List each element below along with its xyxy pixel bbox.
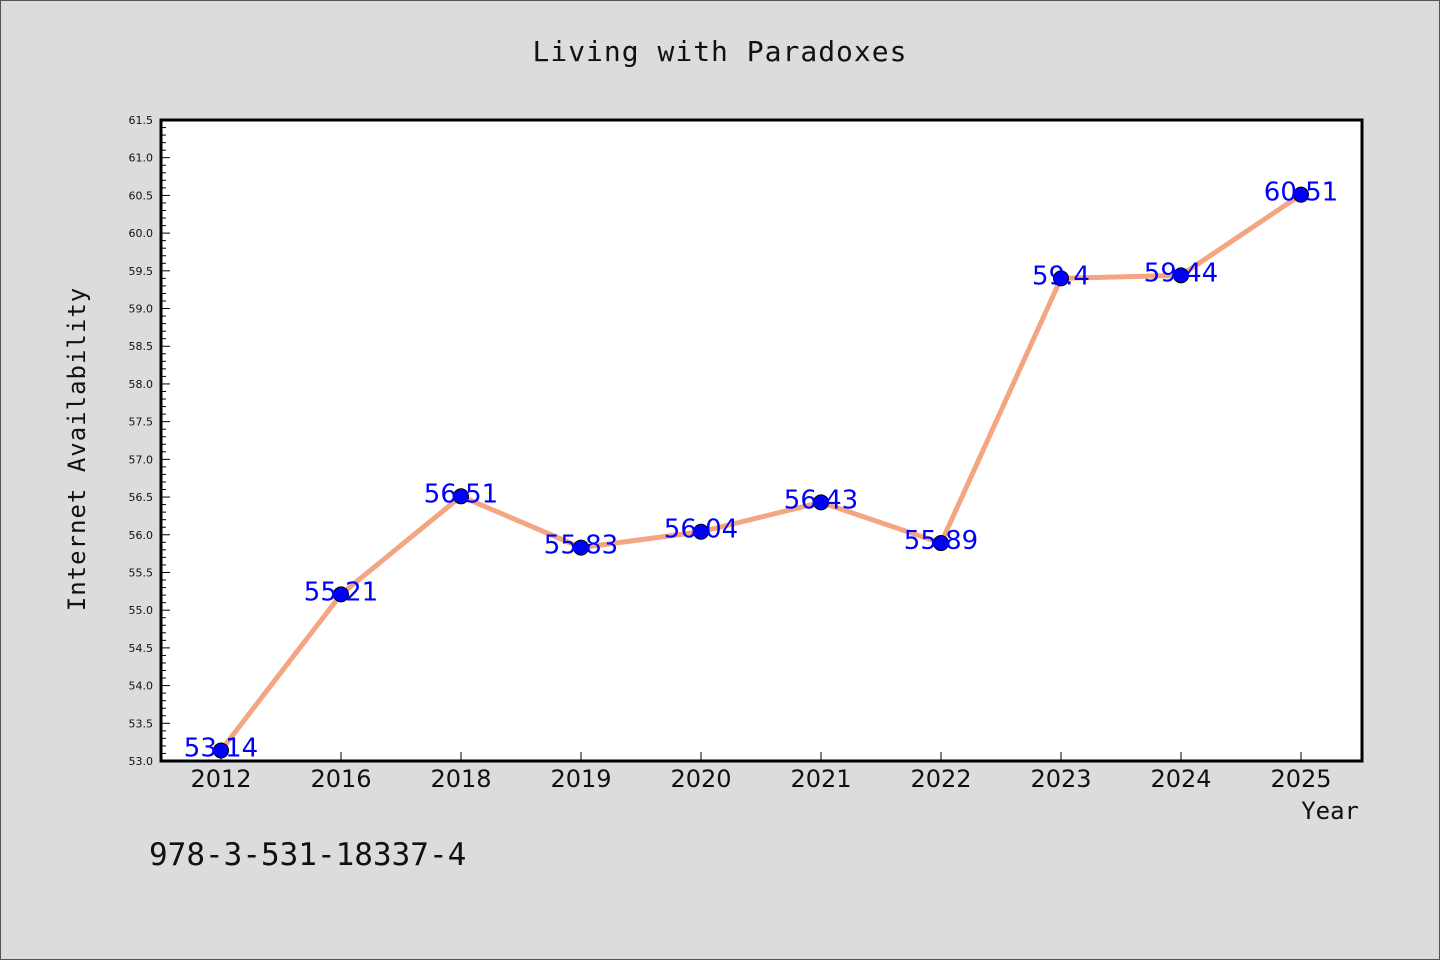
data-label: 53.14 <box>184 733 258 763</box>
chart-title: Living with Paradoxes <box>532 35 908 68</box>
data-label: 55.89 <box>904 526 978 556</box>
isbn-text: 978-3-531-18337-4 <box>149 837 467 873</box>
x-tick-label: 2024 <box>1150 765 1211 793</box>
x-tick-label: 2012 <box>190 765 251 793</box>
y-tick-label: 59.0 <box>129 303 154 316</box>
data-label: 56.04 <box>664 515 738 545</box>
data-point <box>453 488 469 505</box>
data-point <box>213 742 229 759</box>
x-tick-label: 2016 <box>310 765 371 793</box>
x-axis-label: Year <box>1301 797 1359 825</box>
data-point <box>693 523 709 540</box>
y-tick-label: 54.0 <box>129 680 154 693</box>
y-tick-label: 55.5 <box>129 566 154 579</box>
data-point <box>1173 267 1189 284</box>
y-tick-label: 53.5 <box>129 717 154 730</box>
data-label: 55.83 <box>544 531 618 561</box>
data-label: 60.51 <box>1264 178 1338 208</box>
y-tick-label: 58.5 <box>129 340 154 353</box>
y-tick-label: 53.0 <box>129 755 154 768</box>
y-tick-label: 59.5 <box>129 265 154 278</box>
data-point <box>333 586 349 603</box>
data-label: 56.43 <box>784 485 858 515</box>
x-tick-label: 2019 <box>550 765 611 793</box>
data-point <box>1293 186 1309 203</box>
data-label: 55.21 <box>304 577 378 607</box>
y-tick-label: 58.0 <box>129 378 154 391</box>
x-tick-label: 2023 <box>1030 765 1091 793</box>
y-tick-label: 54.5 <box>129 642 154 655</box>
data-label: 59.4 <box>1032 261 1090 291</box>
x-tick-label: 2022 <box>910 765 971 793</box>
x-tick-label: 2021 <box>790 765 851 793</box>
series-line <box>218 192 1304 753</box>
y-tick-label: 60.5 <box>129 189 154 202</box>
data-label: 56.51 <box>424 479 498 509</box>
data-label: 59.44 <box>1144 258 1218 288</box>
data-point <box>933 535 949 552</box>
y-tick-label: 61.5 <box>129 114 154 127</box>
y-tick-label: 55.0 <box>129 604 154 617</box>
y-tick-label: 57.5 <box>129 416 154 429</box>
y-tick-label: 56.0 <box>129 529 154 542</box>
data-point <box>1053 270 1069 287</box>
y-tick-label: 56.5 <box>129 491 154 504</box>
data-point <box>813 494 829 511</box>
x-tick-label: 2025 <box>1270 765 1331 793</box>
data-point <box>573 539 589 556</box>
x-tick-label: 2018 <box>430 765 491 793</box>
y-tick-label: 60.0 <box>129 227 154 240</box>
y-tick-label: 61.0 <box>129 152 154 165</box>
plot-area <box>159 118 1364 763</box>
y-tick-label: 57.0 <box>129 453 154 466</box>
x-tick-label: 2020 <box>670 765 731 793</box>
